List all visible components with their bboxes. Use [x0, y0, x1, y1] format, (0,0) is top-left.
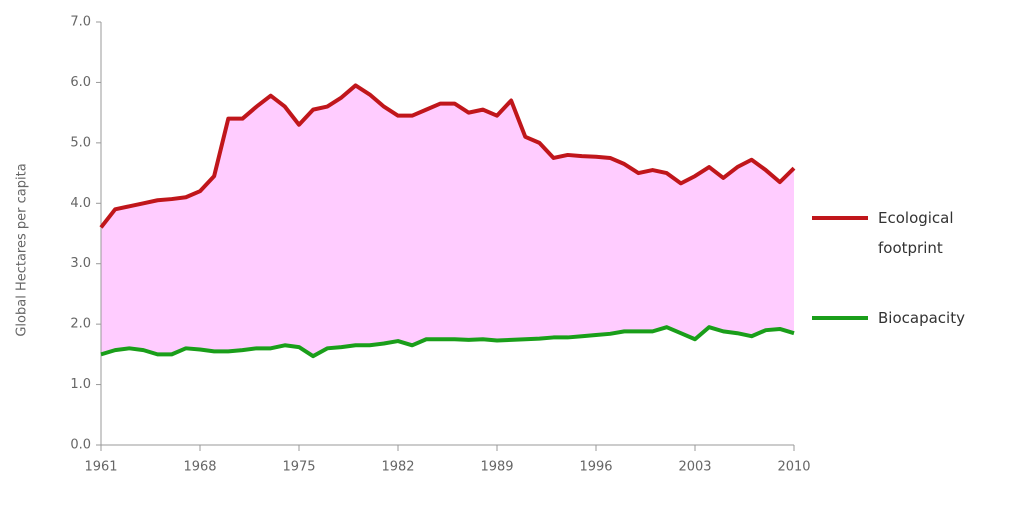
y-tick-label: 1.0 — [70, 377, 91, 392]
y-axis-label: Global Hectares per capita — [15, 163, 30, 336]
y-tick-label: 0.0 — [70, 438, 91, 453]
series-line — [99, 83, 796, 229]
fill-between-area — [101, 85, 794, 357]
legend-label: Biocapacity — [878, 309, 965, 327]
y-tick-label: 2.0 — [70, 317, 91, 332]
x-tick-label: 1989 — [480, 460, 513, 475]
y-tick-label: 6.0 — [70, 75, 91, 90]
x-tick-label: 1996 — [579, 460, 612, 475]
y-tick-label: 7.0 — [70, 15, 91, 30]
series-line — [100, 325, 795, 359]
x-tick-label: 1982 — [381, 460, 414, 475]
x-tick-label: 1968 — [183, 460, 216, 475]
x-tick-label: 2010 — [777, 460, 810, 475]
x-tick-label: 1961 — [84, 460, 117, 475]
y-tick-label: 4.0 — [70, 196, 91, 211]
y-tick-label: 3.0 — [70, 256, 91, 271]
legend-label: Ecological footprint — [878, 209, 954, 257]
y-tick-label: 5.0 — [70, 135, 91, 150]
x-tick-label: 2003 — [678, 460, 711, 475]
x-tick-label: 1975 — [282, 460, 315, 475]
